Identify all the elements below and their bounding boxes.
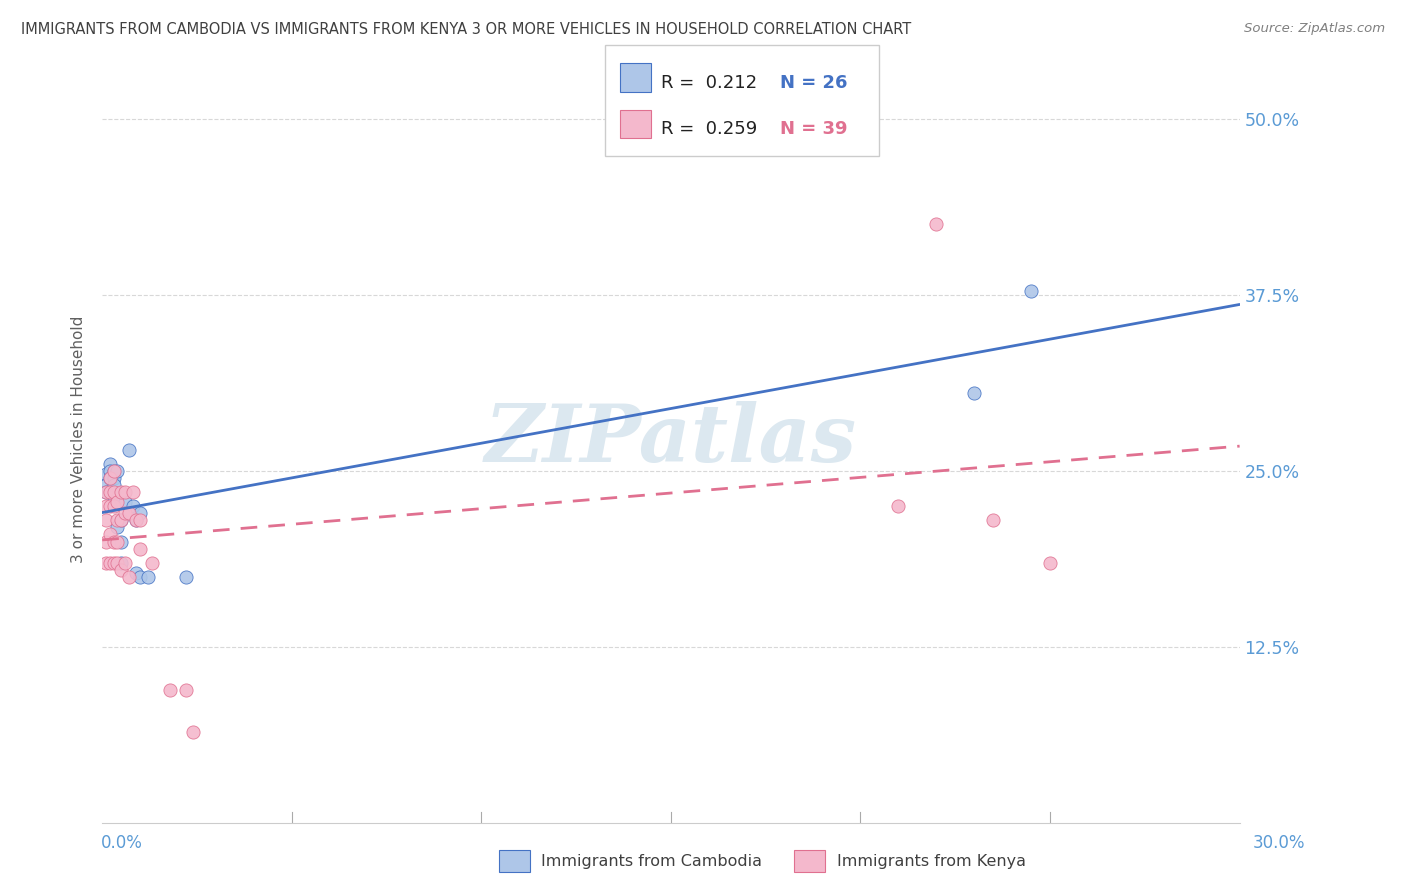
Point <box>121 500 143 514</box>
Point <box>103 556 125 570</box>
Point <box>125 566 148 580</box>
Point <box>94 534 117 549</box>
Point <box>103 471 125 485</box>
Point <box>118 570 141 584</box>
Point <box>110 513 132 527</box>
Point <box>103 478 125 492</box>
Point <box>110 513 132 527</box>
Point <box>105 556 128 570</box>
Point <box>1039 556 1062 570</box>
Point <box>94 556 117 570</box>
Text: IMMIGRANTS FROM CAMBODIA VS IMMIGRANTS FROM KENYA 3 OR MORE VEHICLES IN HOUSEHOL: IMMIGRANTS FROM CAMBODIA VS IMMIGRANTS F… <box>21 22 911 37</box>
Point <box>94 467 117 481</box>
Text: Immigrants from Kenya: Immigrants from Kenya <box>837 855 1025 869</box>
Point <box>98 500 121 514</box>
Y-axis label: 3 or more Vehicles in Household: 3 or more Vehicles in Household <box>72 316 86 563</box>
Point <box>136 570 159 584</box>
Point <box>118 442 141 457</box>
Point <box>129 570 152 584</box>
Point <box>94 478 117 492</box>
Point <box>174 682 197 697</box>
Text: N = 39: N = 39 <box>780 120 848 138</box>
Point <box>125 513 148 527</box>
Point <box>105 495 128 509</box>
Point <box>103 534 125 549</box>
Point <box>110 556 132 570</box>
Point <box>121 485 143 500</box>
Text: Immigrants from Cambodia: Immigrants from Cambodia <box>541 855 762 869</box>
Point <box>963 386 986 401</box>
Point <box>114 506 136 520</box>
Point <box>94 500 117 514</box>
Point <box>105 520 128 534</box>
Point <box>98 471 121 485</box>
Point <box>118 506 141 520</box>
Point <box>110 563 132 577</box>
Point <box>103 464 125 478</box>
Point <box>181 724 204 739</box>
Point <box>94 513 117 527</box>
Point <box>129 513 152 527</box>
Point <box>125 513 148 527</box>
Point <box>110 534 132 549</box>
Point <box>105 464 128 478</box>
Point <box>129 506 152 520</box>
Point <box>174 570 197 584</box>
Point <box>103 500 125 514</box>
Text: Source: ZipAtlas.com: Source: ZipAtlas.com <box>1244 22 1385 36</box>
Point <box>114 495 136 509</box>
Text: ZIPatlas: ZIPatlas <box>485 401 858 478</box>
Point <box>103 464 125 478</box>
Text: 30.0%: 30.0% <box>1253 834 1305 852</box>
Point <box>1019 284 1042 298</box>
Point <box>129 541 152 556</box>
Point <box>98 485 121 500</box>
Point <box>98 457 121 471</box>
Point <box>103 495 125 509</box>
Text: 0.0%: 0.0% <box>101 834 143 852</box>
Text: N = 26: N = 26 <box>780 74 848 92</box>
Point <box>105 534 128 549</box>
Point <box>94 485 117 500</box>
Point <box>925 217 948 231</box>
Point <box>103 485 125 500</box>
Text: R =  0.212: R = 0.212 <box>661 74 756 92</box>
Point <box>887 500 910 514</box>
Point <box>114 556 136 570</box>
Point <box>94 485 117 500</box>
Point <box>981 513 1004 527</box>
Point <box>141 556 163 570</box>
Point <box>114 485 136 500</box>
Text: R =  0.259: R = 0.259 <box>661 120 756 138</box>
Point <box>98 556 121 570</box>
Point <box>105 513 128 527</box>
Point <box>98 464 121 478</box>
Point <box>98 527 121 541</box>
Point <box>159 682 181 697</box>
Point <box>98 471 121 485</box>
Point <box>110 485 132 500</box>
